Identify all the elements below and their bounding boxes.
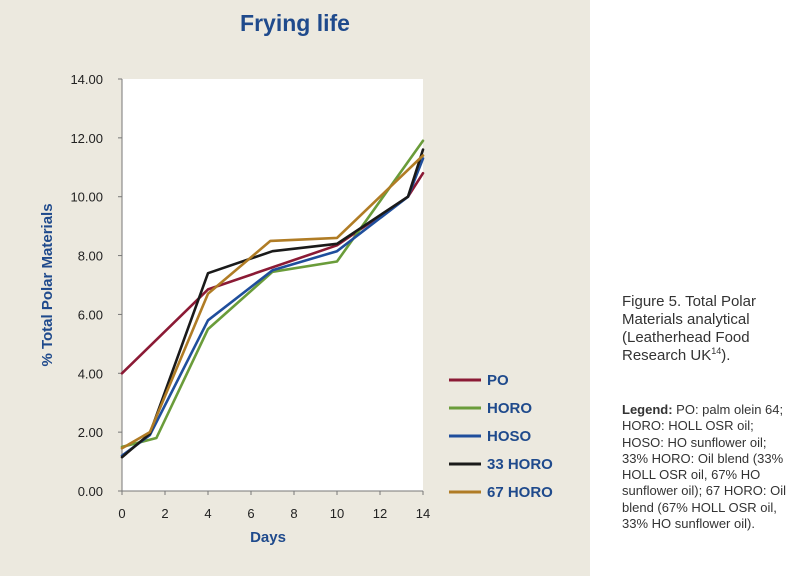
legend-description-label: Legend: [622,402,673,417]
legend-label-po: PO [487,372,509,389]
line-chart: Frying life 0.00 2.00 4.00 6.00 8.00 10.00 12.0… [39,10,553,546]
x-tick-label: 0 [118,506,125,521]
x-tick-label: 4 [204,506,211,521]
legend-label-horo: HORO [487,400,532,417]
y-tick-label: 6.00 [78,307,103,322]
legend-label-33-horo: 33 HORO [487,456,553,473]
y-tick-label: 10.00 [70,190,103,205]
series-line-67-horo [120,154,425,450]
y-tick-label: 4.00 [78,366,103,381]
x-tick-label: 14 [416,506,430,521]
chart-title: Frying life [240,10,350,36]
series-line-po [120,171,425,375]
legend-description: Legend: PO: palm olein 64; HORO: HOLL OS… [622,402,794,532]
x-tick-label: 6 [247,506,254,521]
x-tick-label: 12 [373,506,387,521]
legend-label-hoso: HOSO [487,428,532,445]
caption-superscript: 14 [711,346,722,356]
x-tick-label: 8 [290,506,297,521]
y-tick-label: 12.00 [70,131,103,146]
y-axis-label: % Total Polar Materials [39,203,56,366]
x-axis-label: Days [250,529,286,546]
x-tick-label: 2 [161,506,168,521]
caption-text: Figure 5. Total Polar Materials analytic… [622,293,756,364]
y-tick-label: 14.00 [70,72,103,87]
y-tick-label: 0.00 [78,484,103,499]
x-tick-label: 10 [330,506,344,521]
plot-area [122,79,423,491]
figure-caption: Figure 5. Total Polar Materials analytic… [622,293,794,365]
y-tick-label: 2.00 [78,425,103,440]
caption-suffix: ). [721,347,731,364]
legend-description-text: PO: palm olein 64; HORO: HOLL OSR oil; H… [622,402,786,532]
legend-label-67-horo: 67 HORO [487,484,553,501]
y-tick-label: 8.00 [78,249,103,264]
